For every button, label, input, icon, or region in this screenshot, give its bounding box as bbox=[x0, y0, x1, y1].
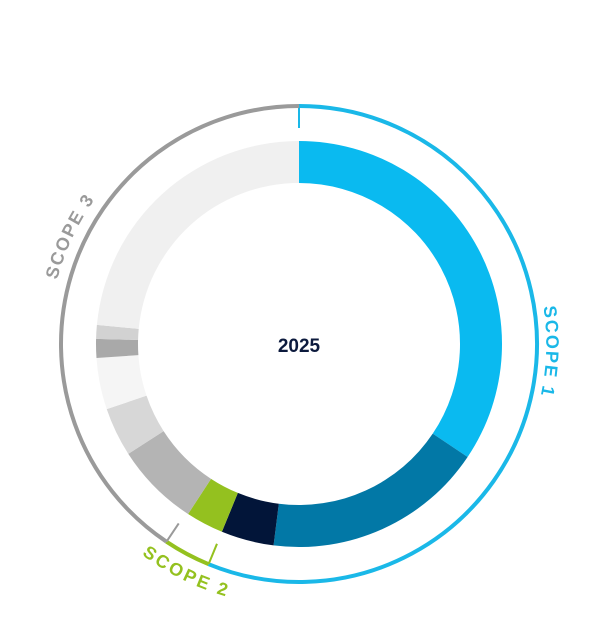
scope-1-label: SCOPE 1 bbox=[537, 305, 563, 400]
center-year-label: 2025 bbox=[278, 336, 321, 357]
scope-3-bracket-arc bbox=[59, 104, 300, 544]
donut-slice-4 bbox=[188, 478, 238, 532]
scope-1-bracket-arc bbox=[207, 104, 539, 584]
donut-slice-5 bbox=[128, 431, 212, 515]
scope-3-label: SCOPE 3 bbox=[42, 189, 99, 281]
scope-2-bracket-tick bbox=[207, 543, 218, 565]
donut-slice-1 bbox=[299, 141, 502, 458]
donut-slice-3 bbox=[221, 492, 279, 546]
donut-slice-2 bbox=[273, 433, 468, 548]
donut-slice-6 bbox=[106, 395, 164, 454]
donut-slice-9 bbox=[96, 324, 139, 340]
scope-2-label: SCOPE 2 bbox=[139, 542, 232, 601]
donut-slice-10 bbox=[96, 141, 299, 329]
donut-slice-7 bbox=[96, 355, 147, 410]
scope-3-bracket-tick bbox=[165, 522, 180, 543]
donut-slices bbox=[96, 141, 502, 548]
donut-slice-8 bbox=[96, 338, 139, 359]
